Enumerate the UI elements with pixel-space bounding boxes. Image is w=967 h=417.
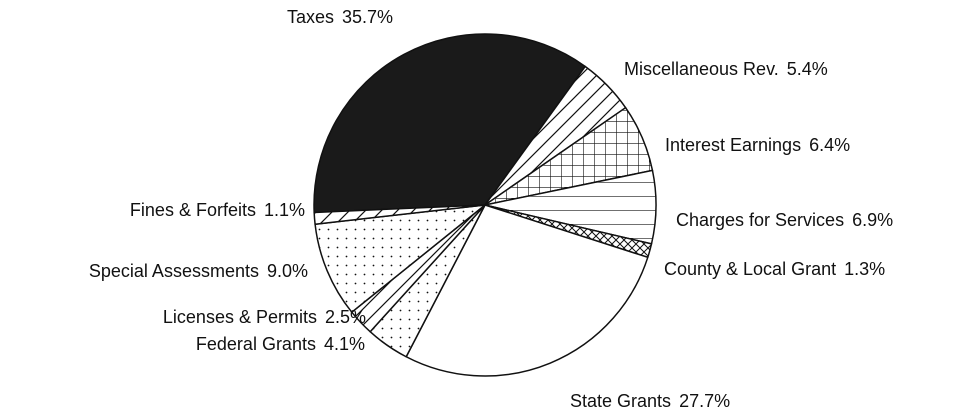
category-label: State Grants: [570, 391, 671, 411]
slice-label: Miscellaneous Rev. 5.4%: [624, 59, 828, 79]
category-label: County & Local Grant: [664, 259, 836, 279]
category-label: Special Assessments: [89, 261, 259, 281]
category-label: Taxes: [287, 7, 334, 27]
value-label: 27.7%: [679, 391, 730, 411]
value-label: 5.4%: [787, 59, 828, 79]
category-label: Licenses & Permits: [163, 307, 317, 327]
category-label: Charges for Services: [676, 210, 844, 230]
pie-slice: [313, 33, 586, 214]
pie-slice: [313, 204, 486, 225]
category-label: Federal Grants: [196, 334, 316, 354]
slice-label: Charges for Services 6.9%: [676, 210, 893, 230]
category-label: Interest Earnings: [665, 135, 801, 155]
slice-label: State Grants 27.7%: [570, 391, 730, 411]
slice-label: Interest Earnings 6.4%: [665, 135, 850, 155]
pie-slice: [405, 204, 649, 377]
value-label: 1.3%: [844, 259, 885, 279]
slice-label: Special Assessments 9.0%: [89, 261, 308, 281]
category-label: Fines & Forfeits: [130, 200, 256, 220]
value-label: 6.4%: [809, 135, 850, 155]
value-label: 9.0%: [267, 261, 308, 281]
slice-label: Federal Grants 4.1%: [196, 334, 365, 354]
value-label: 4.1%: [324, 334, 365, 354]
value-label: 6.9%: [852, 210, 893, 230]
pie-slice: [314, 204, 486, 313]
value-label: 2.5%: [325, 307, 366, 327]
value-label: 1.1%: [264, 200, 305, 220]
slice-label: County & Local Grant 1.3%: [664, 259, 885, 279]
slice-label: Taxes 35.7%: [287, 7, 393, 27]
category-label: Miscellaneous Rev.: [624, 59, 779, 79]
slice-label: Licenses & Permits 2.5%: [163, 307, 366, 327]
value-label: 35.7%: [342, 7, 393, 27]
slice-label: Fines & Forfeits 1.1%: [130, 200, 305, 220]
